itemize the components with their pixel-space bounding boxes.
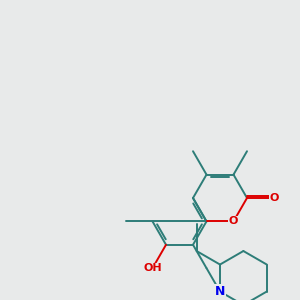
Text: OH: OH (143, 263, 162, 273)
Text: O: O (269, 193, 279, 203)
Text: N: N (215, 285, 225, 298)
Text: O: O (229, 216, 238, 226)
